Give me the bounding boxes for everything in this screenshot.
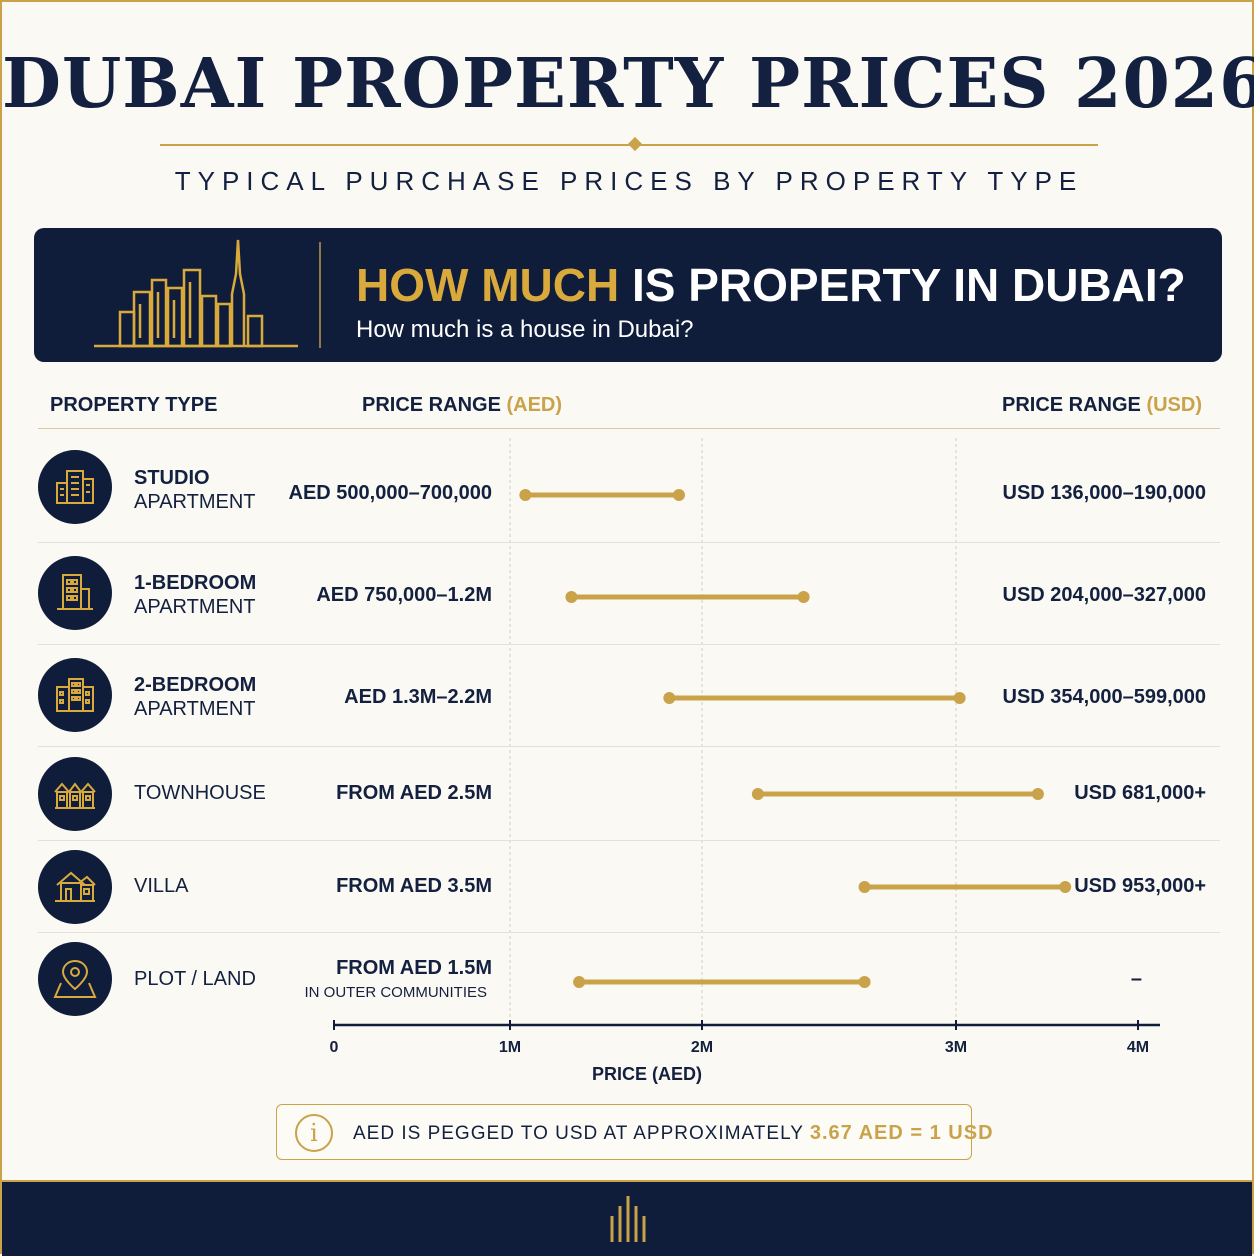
banner-divider [319,242,321,348]
row-divider [38,840,1220,841]
row-usd-price: USD 354,000–599,000 [1002,686,1207,708]
x-axis-title: PRICE (AED) [591,1064,702,1084]
row-aed-note: IN OUTER COMMUNITIES [304,984,488,1001]
row-type-sublabel: VILLA [134,875,189,897]
column-header-usd-label: PRICE RANGE [1001,394,1147,416]
x-tick-label: 2M [691,1039,713,1056]
note-text-main: AED IS PEGGED TO USD AT APPROXIMATELY [353,1123,810,1144]
skyline-icon [94,239,298,348]
row-type-label: STUDIO [134,467,210,489]
footer-bar [2,1180,1252,1256]
row-type-sublabel: PLOT / LAND [134,968,256,990]
range-end-point [672,489,685,501]
logo-icon [610,1196,646,1242]
column-header-usd-unit: (USD) [1146,394,1202,416]
column-header-type: PROPERTY TYPE [50,394,218,416]
range-end-point [1059,881,1072,893]
page-subtitle: TYPICAL PURCHASE PRICES BY PROPERTY TYPE [174,166,1084,196]
range-end-point [1031,788,1044,800]
row-aed-price: AED 750,000–1.2M [316,584,492,606]
column-header-aed: PRICE RANGE (AED) [362,394,562,417]
location-pin-icon [38,942,112,1016]
row-type-sublabel: APARTMENT [134,698,256,720]
range-start-point [565,591,578,603]
row-type-sublabel: TOWNHOUSE [134,782,266,804]
row-type-label: 2-BEDROOM [134,674,257,696]
banner-question: HOW MUCH IS PROPERTY IN DUBAI? [356,258,1186,312]
column-header-aed-unit: (AED) [506,394,563,416]
row-divider [38,644,1220,645]
row-type-sublabel: APARTMENT [134,491,256,513]
banner-subquestion: How much is a house in Dubai? [356,316,694,343]
range-start-point [663,692,676,704]
townhouse-icon [38,757,112,831]
question-banner: HOW MUCH IS PROPERTY IN DUBAI? How much … [34,228,1222,362]
header-divider [38,428,1220,429]
range-start-point [519,489,532,501]
apartment-block-icon [38,658,112,732]
row-aed-price: AED 500,000–700,000 [288,482,493,504]
range-start-point [573,976,586,988]
row-aed-price: AED 1.3M–2.2M [344,686,492,708]
row-divider [38,746,1220,747]
column-header-usd: PRICE RANGE (USD) [1002,394,1202,417]
row-usd-price: USD 953,000+ [1074,875,1206,897]
villa-icon [38,850,112,924]
building-icon [38,450,112,524]
exchange-rate-note: i AED IS PEGGED TO USD AT APPROXIMATELY … [276,1104,993,1160]
note-rate: 3.67 AED = 1 USD [809,1122,994,1144]
row-usd-price: – [1130,968,1142,990]
row-type-sublabel: APARTMENT [134,596,256,618]
row-aed-price: FROM AED 2.5M [336,782,492,804]
x-tick-label: 4M [1127,1039,1149,1056]
row-usd-price: USD 681,000+ [1074,782,1206,804]
page-title: DUBAI PROPERTY PRICES 2026 [2,44,1254,124]
column-header-aed-label: PRICE RANGE [362,394,507,416]
row-aed-price: FROM AED 3.5M [336,875,492,897]
row-type-label: 1-BEDROOM [134,572,257,594]
x-tick-label: 3M [945,1039,967,1056]
range-end-point [953,692,966,704]
row-divider [38,542,1220,543]
range-start-point [751,788,764,800]
apartment-icon [38,556,112,630]
banner-question-highlight: HOW MUCH [356,259,620,311]
row-divider [38,932,1220,933]
range-start-point [858,881,871,893]
row-aed-price: FROM AED 1.5M [336,957,492,979]
banner-question-rest: IS PROPERTY IN DUBAI? [619,259,1186,311]
row-usd-price: USD 136,000–190,000 [1002,482,1207,504]
info-icon: i [295,1114,333,1152]
range-end-point [797,591,810,603]
x-tick-label: 1M [499,1039,521,1056]
row-usd-price: USD 204,000–327,000 [1002,584,1207,606]
range-end-point [858,976,871,988]
note-text: AED IS PEGGED TO USD AT APPROXIMATELY 3.… [353,1122,994,1145]
x-tick-label: 0 [330,1039,339,1056]
